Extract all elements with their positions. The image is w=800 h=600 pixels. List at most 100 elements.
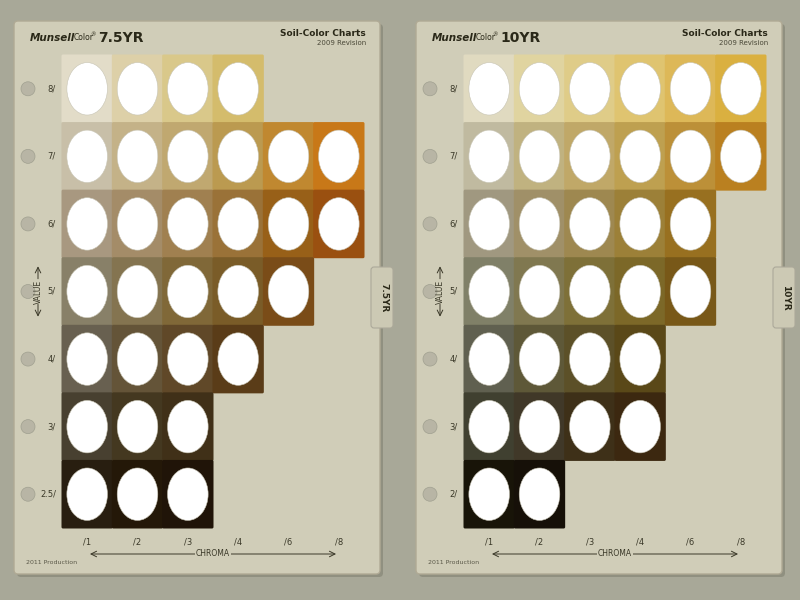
FancyBboxPatch shape <box>614 55 666 123</box>
FancyBboxPatch shape <box>162 257 214 326</box>
Text: /3: /3 <box>184 538 192 547</box>
Text: /1: /1 <box>83 538 91 547</box>
Ellipse shape <box>620 400 661 453</box>
Text: CHROMA: CHROMA <box>598 550 632 559</box>
Ellipse shape <box>570 400 610 453</box>
Text: 6/: 6/ <box>450 220 458 229</box>
Circle shape <box>423 217 437 231</box>
Ellipse shape <box>670 130 710 182</box>
Ellipse shape <box>620 130 661 182</box>
FancyBboxPatch shape <box>62 122 113 191</box>
Ellipse shape <box>167 333 208 385</box>
Ellipse shape <box>118 400 158 453</box>
Text: 10YR: 10YR <box>782 284 790 310</box>
FancyBboxPatch shape <box>665 190 716 258</box>
Text: /6: /6 <box>686 538 694 547</box>
Ellipse shape <box>67 468 107 520</box>
FancyBboxPatch shape <box>62 257 113 326</box>
Text: 4/: 4/ <box>450 355 458 364</box>
FancyBboxPatch shape <box>14 21 380 574</box>
Circle shape <box>21 487 35 501</box>
Ellipse shape <box>670 198 710 250</box>
Text: 7.5YR: 7.5YR <box>98 31 143 45</box>
FancyBboxPatch shape <box>419 24 785 577</box>
FancyBboxPatch shape <box>213 325 264 394</box>
Ellipse shape <box>118 130 158 182</box>
FancyBboxPatch shape <box>213 257 264 326</box>
Text: /6: /6 <box>284 538 293 547</box>
Ellipse shape <box>167 198 208 250</box>
Ellipse shape <box>218 333 258 385</box>
Ellipse shape <box>167 62 208 115</box>
Text: 5/: 5/ <box>48 287 56 296</box>
Text: 3/: 3/ <box>450 422 458 431</box>
Text: /8: /8 <box>334 538 343 547</box>
Circle shape <box>423 487 437 501</box>
Circle shape <box>21 284 35 298</box>
Text: 2011 Production: 2011 Production <box>428 559 479 565</box>
Text: 8/: 8/ <box>48 84 56 93</box>
FancyBboxPatch shape <box>162 392 214 461</box>
Text: 7/: 7/ <box>48 152 56 161</box>
Text: 6/: 6/ <box>48 220 56 229</box>
FancyBboxPatch shape <box>112 325 163 394</box>
FancyBboxPatch shape <box>112 55 163 123</box>
Text: /4: /4 <box>234 538 242 547</box>
Ellipse shape <box>218 198 258 250</box>
FancyBboxPatch shape <box>371 267 393 328</box>
Circle shape <box>21 419 35 434</box>
Circle shape <box>423 419 437 434</box>
FancyBboxPatch shape <box>162 460 214 529</box>
FancyBboxPatch shape <box>665 122 716 191</box>
Circle shape <box>423 352 437 366</box>
Ellipse shape <box>218 265 258 318</box>
FancyBboxPatch shape <box>263 190 314 258</box>
FancyBboxPatch shape <box>17 24 383 577</box>
FancyBboxPatch shape <box>213 122 264 191</box>
Ellipse shape <box>670 265 710 318</box>
Ellipse shape <box>469 333 510 385</box>
FancyBboxPatch shape <box>463 325 515 394</box>
Ellipse shape <box>167 130 208 182</box>
Ellipse shape <box>670 62 710 115</box>
FancyBboxPatch shape <box>715 122 766 191</box>
Ellipse shape <box>118 265 158 318</box>
FancyBboxPatch shape <box>614 392 666 461</box>
Text: 8/: 8/ <box>450 84 458 93</box>
FancyBboxPatch shape <box>112 190 163 258</box>
FancyBboxPatch shape <box>313 122 365 191</box>
Ellipse shape <box>469 468 510 520</box>
Text: Munsell: Munsell <box>30 33 75 43</box>
Text: /1: /1 <box>485 538 494 547</box>
Text: CHROMA: CHROMA <box>196 550 230 559</box>
Ellipse shape <box>67 400 107 453</box>
Text: Color: Color <box>476 34 496 43</box>
FancyBboxPatch shape <box>773 267 795 328</box>
FancyBboxPatch shape <box>564 392 615 461</box>
Circle shape <box>21 82 35 96</box>
FancyBboxPatch shape <box>463 122 515 191</box>
Circle shape <box>21 352 35 366</box>
Text: 10YR: 10YR <box>500 31 540 45</box>
FancyBboxPatch shape <box>514 392 565 461</box>
Text: 4/: 4/ <box>48 355 56 364</box>
FancyBboxPatch shape <box>463 392 515 461</box>
Text: Soil-Color Charts: Soil-Color Charts <box>280 29 366 38</box>
FancyBboxPatch shape <box>62 392 113 461</box>
FancyBboxPatch shape <box>564 257 615 326</box>
Circle shape <box>423 82 437 96</box>
Ellipse shape <box>167 265 208 318</box>
FancyBboxPatch shape <box>112 460 163 529</box>
FancyBboxPatch shape <box>614 257 666 326</box>
Ellipse shape <box>519 265 560 318</box>
Text: Color: Color <box>74 34 94 43</box>
Ellipse shape <box>469 62 510 115</box>
Ellipse shape <box>519 198 560 250</box>
Text: /2: /2 <box>134 538 142 547</box>
Ellipse shape <box>570 333 610 385</box>
Text: /3: /3 <box>586 538 594 547</box>
Ellipse shape <box>318 130 359 182</box>
FancyBboxPatch shape <box>62 190 113 258</box>
Ellipse shape <box>469 265 510 318</box>
Ellipse shape <box>318 198 359 250</box>
